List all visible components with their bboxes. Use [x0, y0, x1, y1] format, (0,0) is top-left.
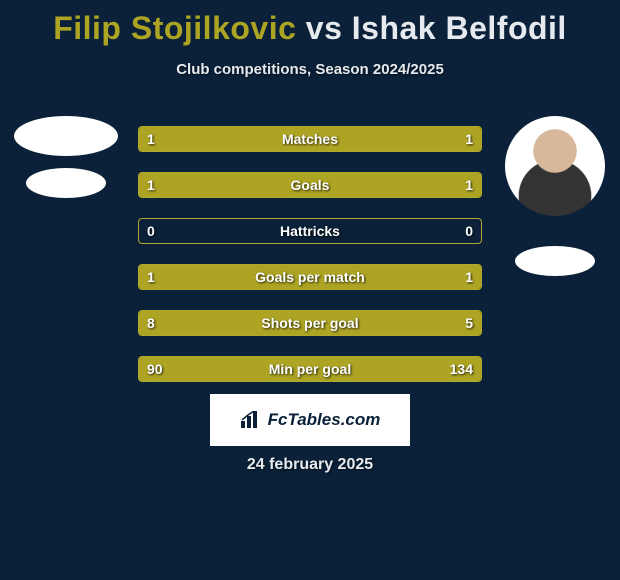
bar-right [268, 311, 481, 335]
bar-right [309, 127, 481, 151]
player1-avatar [14, 116, 118, 156]
credit-icon [240, 411, 262, 429]
bar-left [139, 173, 311, 197]
bar-left [139, 127, 311, 151]
stat-row: 85Shots per goal [138, 310, 482, 336]
bar-right [309, 173, 481, 197]
stat-row: 11Matches [138, 126, 482, 152]
bar-right [309, 265, 481, 289]
player1-avatar-group [8, 116, 123, 198]
player2-flag [515, 246, 595, 276]
stat-label: Hattricks [139, 219, 481, 244]
stat-row: 90134Min per goal [138, 356, 482, 382]
value-left: 0 [147, 219, 155, 244]
stat-row: 11Goals per match [138, 264, 482, 290]
title-vs: vs [306, 10, 343, 46]
player1-flag [26, 168, 106, 198]
comparison-infographic: Filip Stojilkovic vs Ishak Belfodil Club… [0, 0, 620, 580]
bar-left [139, 357, 277, 381]
player2-avatar [505, 116, 605, 216]
page-title: Filip Stojilkovic vs Ishak Belfodil [0, 0, 620, 47]
value-right: 0 [465, 219, 473, 244]
subtitle: Club competitions, Season 2024/2025 [0, 61, 620, 78]
stats-rows: 11Matches 11Goals 0 0Hattricks 11Goals per m… [138, 126, 482, 402]
bar-left [139, 311, 270, 335]
stat-row: 0 0Hattricks [138, 218, 482, 244]
credit-text: FcTables.com [268, 410, 381, 430]
title-player2: Ishak Belfodil [352, 10, 567, 46]
date: 24 february 2025 [0, 456, 620, 474]
bar-left [139, 265, 311, 289]
credit-badge: FcTables.com [210, 394, 410, 446]
stat-row: 11Goals [138, 172, 482, 198]
bar-right [275, 357, 481, 381]
title-player1: Filip Stojilkovic [53, 10, 296, 46]
player2-avatar-group [497, 116, 612, 276]
